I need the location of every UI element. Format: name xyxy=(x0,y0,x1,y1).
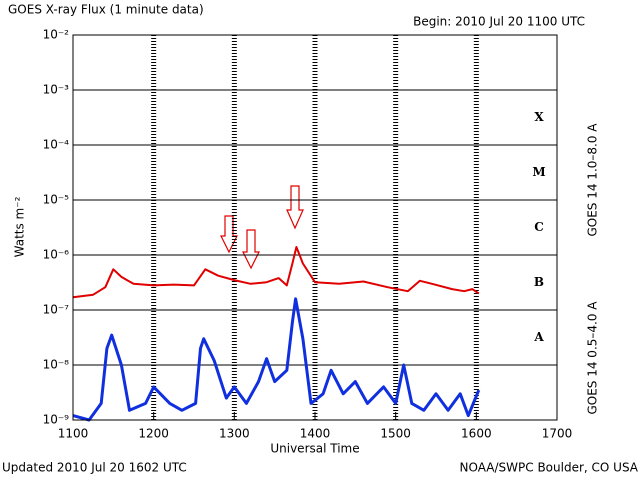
x-tick-label: 1700 xyxy=(542,427,573,441)
y-tick-label: 10⁻² xyxy=(43,28,70,42)
chart-title: GOES X-ray Flux (1 minute data) xyxy=(8,3,204,17)
y-tick-label: 10⁻⁴ xyxy=(43,138,70,152)
legend-entry: GOES 14 1.0–8.0 A xyxy=(586,123,600,237)
flare-class-label: B xyxy=(534,275,544,289)
y-tick-label: 10⁻⁸ xyxy=(43,358,70,372)
x-tick-label: 1100 xyxy=(58,427,89,441)
y-tick-label: 10⁻⁶ xyxy=(43,248,70,262)
flare-class-label: X xyxy=(534,110,544,124)
y-tick-label: 10⁻⁵ xyxy=(43,193,70,207)
x-tick-label: 1300 xyxy=(219,427,250,441)
flare-class-label: C xyxy=(534,220,544,234)
footer-left: Updated 2010 Jul 20 1602 UTC xyxy=(2,461,187,475)
arrow xyxy=(242,229,260,270)
footer-right: NOAA/SWPC Boulder, CO USA xyxy=(460,461,639,475)
y-axis-label: Watts m⁻² xyxy=(13,196,27,257)
series-line xyxy=(72,246,480,299)
series-line xyxy=(72,297,481,422)
x-tick-label: 1500 xyxy=(380,427,411,441)
plot-frame xyxy=(72,34,558,421)
subtitle: Begin: 2010 Jul 20 1100 UTC xyxy=(413,15,585,29)
flare-class-label: A xyxy=(533,330,544,344)
x-axis-label: Universal Time xyxy=(270,442,359,456)
arrow xyxy=(286,185,304,230)
y-tick-label: 10⁻³ xyxy=(43,83,70,97)
x-tick-label: 1600 xyxy=(461,427,492,441)
x-tick-label: 1400 xyxy=(300,427,331,441)
flare-class-label: M xyxy=(532,165,545,179)
legend-entry: GOES 14 0.5–4.0 A xyxy=(586,301,600,415)
y-tick-label: 10⁻⁹ xyxy=(43,413,70,427)
y-tick-label: 10⁻⁷ xyxy=(43,303,70,317)
x-tick-label: 1200 xyxy=(138,427,169,441)
